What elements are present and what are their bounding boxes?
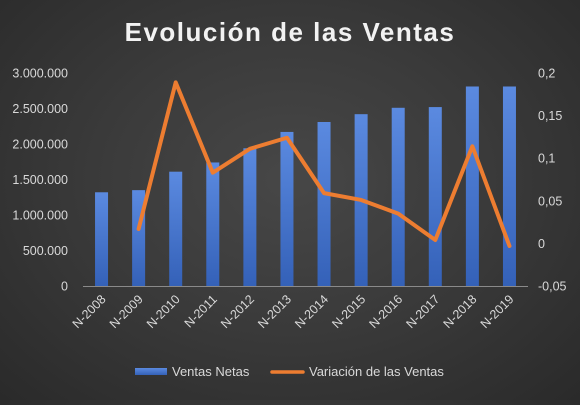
x-axis: N-2008N-2009N-2010N-2011N-2012N-2013N-20… xyxy=(70,292,517,331)
x-tick-label: N-2012 xyxy=(218,292,257,331)
legend-swatch-ventas-netas xyxy=(135,368,167,375)
bar-n-2014 xyxy=(317,121,331,287)
variacion-point-n-2009 xyxy=(137,227,141,231)
y-right-tick-label: -0,05 xyxy=(538,280,567,294)
bar-n-2011 xyxy=(206,162,220,286)
bar-n-2018 xyxy=(465,86,479,287)
line-series xyxy=(136,80,512,248)
y-left-tick-label: 2.000.000 xyxy=(12,138,68,152)
bar-n-2016 xyxy=(391,107,405,286)
y-right-tick-label: 0,05 xyxy=(538,194,562,208)
x-tick-label: N-2014 xyxy=(292,292,331,331)
variacion-point-n-2013 xyxy=(285,136,289,140)
y-right-axis: -0,05 0 0,05 0,1 0,15 0,2 xyxy=(538,67,567,294)
bar-n-2019 xyxy=(502,86,516,287)
x-tick-label: N-2013 xyxy=(255,292,294,331)
legend-label-ventas-netas: Ventas Netas xyxy=(172,364,250,379)
bar-n-2012 xyxy=(243,148,257,286)
x-tick-label: N-2015 xyxy=(329,292,368,331)
bar-series xyxy=(83,86,528,287)
y-left-tick-label: 500.000 xyxy=(23,244,68,258)
x-tick-label: N-2016 xyxy=(366,292,405,331)
variacion-point-n-2015 xyxy=(359,198,363,202)
y-right-tick-label: 0,15 xyxy=(538,109,562,123)
chart-title: Evolución de las Ventas xyxy=(125,17,456,47)
y-right-tick-label: 0,1 xyxy=(538,152,555,166)
y-left-tick-label: 1.000.000 xyxy=(12,209,68,223)
x-tick-label: N-2018 xyxy=(441,292,480,331)
variacion-point-n-2016 xyxy=(396,212,400,216)
y-right-tick-label: 0,2 xyxy=(538,67,555,81)
legend-label-variacion: Variación de las Ventas xyxy=(309,364,444,379)
x-tick-label: N-2009 xyxy=(107,292,146,331)
variacion-point-n-2012 xyxy=(248,147,252,151)
variacion-point-n-2019 xyxy=(507,244,511,248)
bar-n-2010 xyxy=(169,171,183,286)
bar-n-2008 xyxy=(95,192,109,286)
x-tick-label: N-2019 xyxy=(478,292,517,331)
x-tick-label: N-2010 xyxy=(144,292,183,331)
y-left-tick-label: 1.500.000 xyxy=(12,173,68,187)
bar-n-2017 xyxy=(428,107,442,286)
y-left-tick-label: 2.500.000 xyxy=(12,102,68,116)
legend: Ventas Netas Variación de las Ventas xyxy=(135,364,444,379)
x-tick-label: N-2008 xyxy=(70,292,109,331)
x-tick-label: N-2011 xyxy=(182,292,220,330)
bar-n-2013 xyxy=(280,131,294,286)
y-left-axis: 0 500.000 1.000.000 1.500.000 2.000.000 2.500… xyxy=(12,67,68,294)
y-right-tick-label: 0 xyxy=(538,237,545,251)
variacion-point-n-2014 xyxy=(322,191,326,195)
y-left-tick-label: 0 xyxy=(61,280,68,294)
variacion-point-n-2018 xyxy=(470,144,474,148)
variacion-point-n-2017 xyxy=(433,238,437,242)
variacion-point-n-2010 xyxy=(174,80,178,84)
variacion-point-n-2011 xyxy=(211,171,215,175)
x-tick-label: N-2017 xyxy=(404,292,443,331)
y-left-tick-label: 3.000.000 xyxy=(12,67,68,81)
